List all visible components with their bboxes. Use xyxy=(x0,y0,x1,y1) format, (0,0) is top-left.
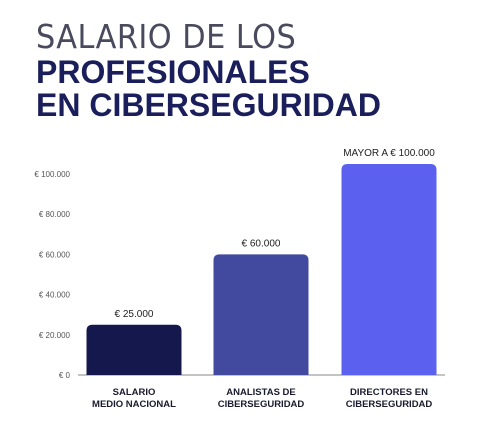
x-tick-label: ANALISTAS DE xyxy=(226,387,296,398)
data-label: € 25.000 xyxy=(115,309,154,320)
chart-title-line-3: EN CIBERSEGURIDAD xyxy=(36,87,381,123)
y-tick-label: € 60.000 xyxy=(39,250,71,259)
chart-title-line-1: SALARIO DE LOS xyxy=(36,17,297,56)
y-tick-label: € 0 xyxy=(59,371,71,380)
x-tick-label: DIRECTORES EN xyxy=(350,387,428,398)
data-label: € 60.000 xyxy=(242,238,281,249)
bar xyxy=(213,254,309,375)
bar xyxy=(341,163,437,375)
y-tick-label: € 20.000 xyxy=(39,331,71,340)
data-label: MAYOR A € 100.000 xyxy=(343,148,435,159)
y-tick-label: € 100.000 xyxy=(34,170,70,179)
x-tick-label: SALARIO xyxy=(113,387,156,398)
x-tick-label: CIBERSEGURIDAD xyxy=(218,399,305,410)
x-tick-label: MEDIO NACIONAL xyxy=(92,399,176,410)
y-tick-label: € 40.000 xyxy=(39,291,71,300)
y-tick-label: € 80.000 xyxy=(39,210,71,219)
x-tick-label: CIBERSEGURIDAD xyxy=(346,399,433,410)
chart-title-line-2: PROFESIONALES xyxy=(36,54,310,90)
bar xyxy=(86,324,182,375)
